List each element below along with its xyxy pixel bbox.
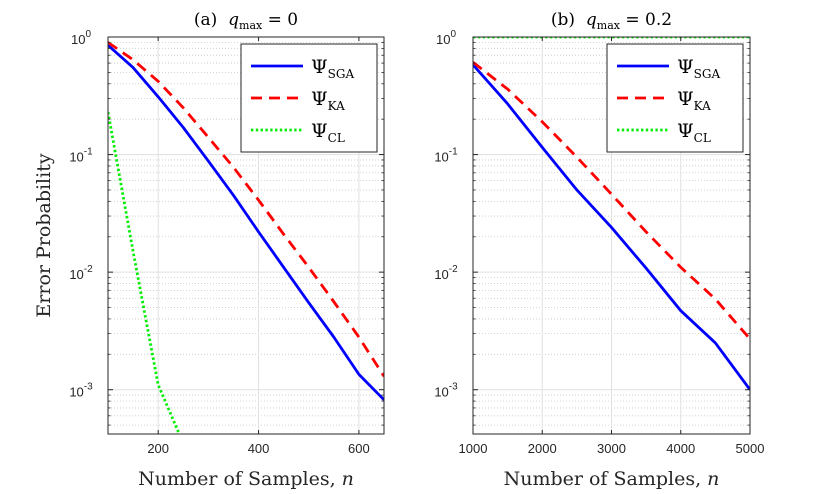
x-tick-label: 1000 bbox=[459, 441, 488, 456]
legend-label-cl: ΨCL bbox=[677, 120, 711, 145]
x-tick-label: 200 bbox=[147, 441, 169, 456]
series-group bbox=[473, 37, 750, 391]
legend-label-cl: ΨCL bbox=[311, 120, 345, 145]
legend-label-ka: ΨKA bbox=[311, 88, 345, 113]
x-axis-label: Number of Samples, n bbox=[138, 468, 354, 490]
y-axis-label: Error Probability bbox=[33, 153, 55, 317]
legend: ΨSGA ΨKA ΨCL bbox=[606, 43, 744, 153]
y-tick-label: 10-2 bbox=[69, 264, 93, 282]
series-line-cl bbox=[108, 111, 181, 434]
chart-a: 200 400 600 10-3 10-2 10-1 100 (a) qmax = 0 Numb… bbox=[33, 10, 385, 490]
y-tick-label: 10-3 bbox=[434, 382, 458, 400]
x-tick-label: 600 bbox=[348, 441, 370, 456]
y-tick-label: 10-2 bbox=[434, 264, 458, 282]
chart-b: 1000 2000 3000 4000 5000 10-3 10-2 10-1 100 (b) q… bbox=[434, 10, 764, 490]
x-tick-label: 400 bbox=[248, 441, 270, 456]
series-line-sga bbox=[108, 44, 384, 401]
x-tick-label: 2000 bbox=[528, 441, 557, 456]
x-tick-label: 3000 bbox=[597, 441, 626, 456]
legend: ΨSGA ΨKA ΨCL bbox=[240, 43, 378, 153]
y-tick-label: 10-3 bbox=[69, 382, 93, 400]
legend-label-ka: ΨKA bbox=[677, 88, 711, 113]
axes-box bbox=[107, 36, 385, 435]
x-tick-label: 4000 bbox=[666, 441, 695, 456]
legend-box bbox=[240, 43, 378, 153]
x-axis-label: Number of Samples, n bbox=[504, 468, 720, 490]
y-tick-label: 100 bbox=[436, 29, 456, 47]
x-tick-label: 5000 bbox=[736, 441, 765, 456]
y-tick-label: 100 bbox=[71, 29, 91, 47]
legend-label-sga: ΨSGA bbox=[677, 56, 720, 81]
series-line-ka bbox=[473, 61, 750, 340]
y-tick-label: 10-1 bbox=[69, 147, 93, 165]
legend-label-sga: ΨSGA bbox=[311, 56, 354, 81]
chart-title: (b) qmax = 0.2 bbox=[551, 10, 672, 32]
y-tick-label: 10-1 bbox=[434, 147, 458, 165]
series-group bbox=[108, 41, 384, 434]
series-line-sga bbox=[473, 63, 750, 391]
chart-title: (a) qmax = 0 bbox=[194, 10, 298, 32]
legend-box bbox=[606, 43, 744, 153]
series-line-ka bbox=[108, 41, 384, 378]
